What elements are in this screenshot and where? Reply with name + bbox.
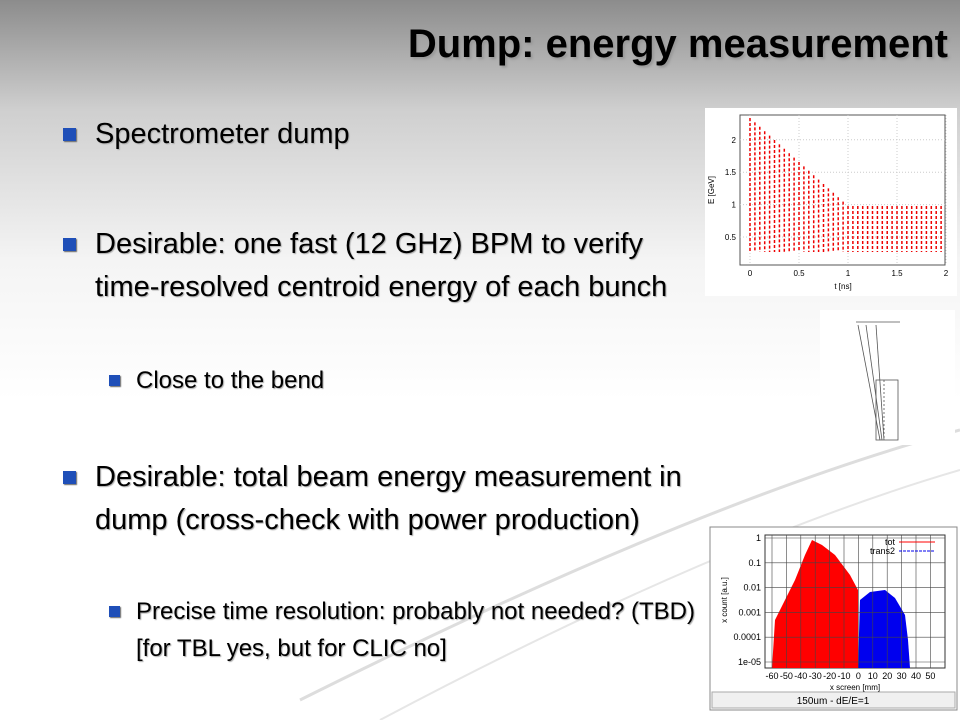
slide-title: Dump: energy measurement	[407, 22, 948, 66]
legend-label: trans2	[870, 546, 895, 556]
x-tick-label: 2	[944, 269, 949, 278]
blue-hist	[858, 590, 910, 668]
y-axis-label: E [GeV]	[707, 176, 716, 204]
x-tick-label: 10	[868, 671, 878, 681]
x-tick-label: -30	[809, 671, 822, 681]
bullet: Desirable: one fast (12 GHz) BPM to veri…	[63, 223, 705, 309]
swoosh	[299, 428, 960, 702]
y-tick-label: 1.5	[725, 168, 737, 177]
x-tick-label: 1	[846, 269, 851, 278]
y-tick-label: 0.001	[738, 607, 761, 617]
y-tick-label: 1	[732, 201, 737, 210]
diagram	[856, 321, 900, 441]
y-tick-label: 0.1	[748, 558, 761, 568]
x-axis-label: x screen [mm]	[830, 683, 880, 692]
y-tick-label: 1e-05	[738, 657, 761, 667]
y-tick-label: 0.5	[725, 233, 737, 242]
y-tick-label: 2	[732, 136, 737, 145]
x-tick-label: -20	[823, 671, 836, 681]
bullet: Desirable: total beam energy measurement…	[63, 456, 705, 542]
caption: 150um - dE/E=1	[797, 696, 870, 707]
plot1-bg	[705, 108, 957, 296]
caption-bar	[711, 691, 956, 709]
y-tick-label: 0.0001	[733, 632, 761, 642]
x-tick-label: 20	[882, 671, 892, 681]
x-tick-label: 40	[911, 671, 921, 681]
bullet: Spectrometer dump	[63, 113, 705, 156]
sub-bullet: Close to the bend	[109, 362, 696, 399]
x-axis-label: t [ns]	[834, 282, 851, 291]
x-tick-label: -10	[837, 671, 850, 681]
x-tick-label: 1.5	[891, 269, 903, 278]
x-tick-label: -40	[794, 671, 807, 681]
x-tick-label: -60	[765, 671, 778, 681]
x-tick-label: 30	[897, 671, 907, 681]
diagram-bg	[820, 310, 955, 445]
x-tick-label: 0	[748, 269, 753, 278]
legend-label: tot	[885, 537, 896, 547]
plot1-frame	[739, 114, 946, 266]
plot2: 1 0.1 0.01 0.001 0.0001 1e-05 -60 -50 -40 -30 -20-…	[720, 533, 945, 707]
y-axis-label: x count [a.u.]	[720, 577, 729, 623]
x-tick-label: 0	[856, 671, 861, 681]
swoosh	[379, 469, 960, 720]
sub-bullet: Precise time resolution: probably not ne…	[109, 593, 696, 667]
y-tick-label: 0.01	[743, 583, 761, 593]
x-tick-label: 0.5	[793, 269, 805, 278]
x-tick-label: -50	[780, 671, 793, 681]
y-tick-label: 1	[756, 533, 761, 543]
x-tick-label: 50	[925, 671, 935, 681]
